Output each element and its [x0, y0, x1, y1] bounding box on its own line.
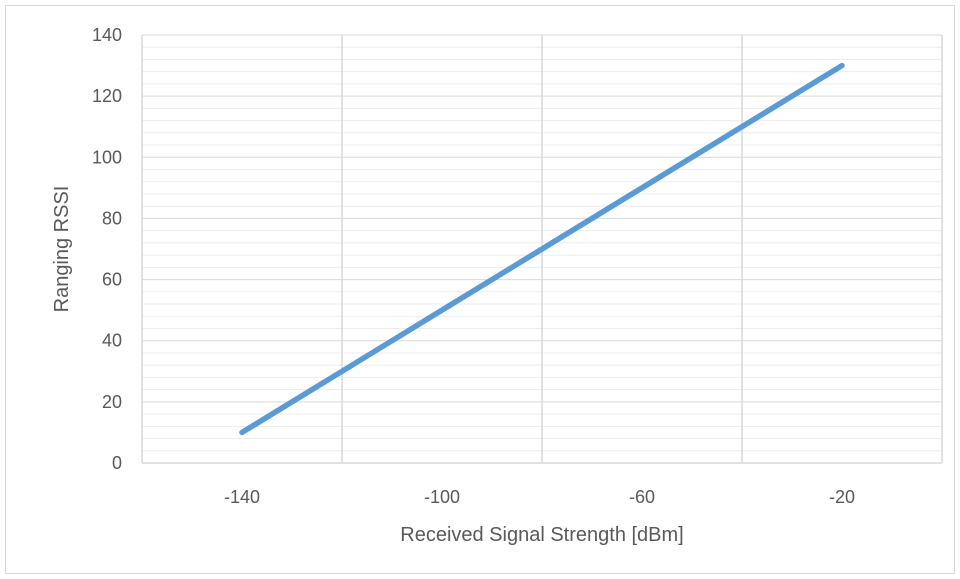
y-tick-label: 100	[92, 147, 122, 167]
x-tick-label: -20	[829, 487, 855, 507]
y-tick-label: 120	[92, 86, 122, 106]
y-axis-ticks: 0 20 40 60 80 100 120 140	[92, 25, 122, 473]
x-tick-label: -100	[424, 487, 460, 507]
x-tick-label: -60	[629, 487, 655, 507]
series-line	[239, 62, 845, 436]
y-tick-label: 40	[102, 331, 122, 351]
y-tick-label: 0	[112, 453, 122, 473]
x-axis-title: Received Signal Strength [dBm]	[400, 524, 684, 546]
x-tick-label: -140	[224, 487, 260, 507]
y-tick-label: 80	[102, 208, 122, 228]
y-tick-label: 60	[102, 270, 122, 290]
y-axis-title: Ranging RSSI	[51, 186, 73, 313]
series-layer	[239, 62, 845, 436]
x-axis-ticks: -140 -100 -60 -20	[224, 487, 855, 507]
y-tick-label: 140	[92, 25, 122, 45]
y-tick-label: 20	[102, 392, 122, 412]
major-gridlines	[141, 34, 943, 463]
